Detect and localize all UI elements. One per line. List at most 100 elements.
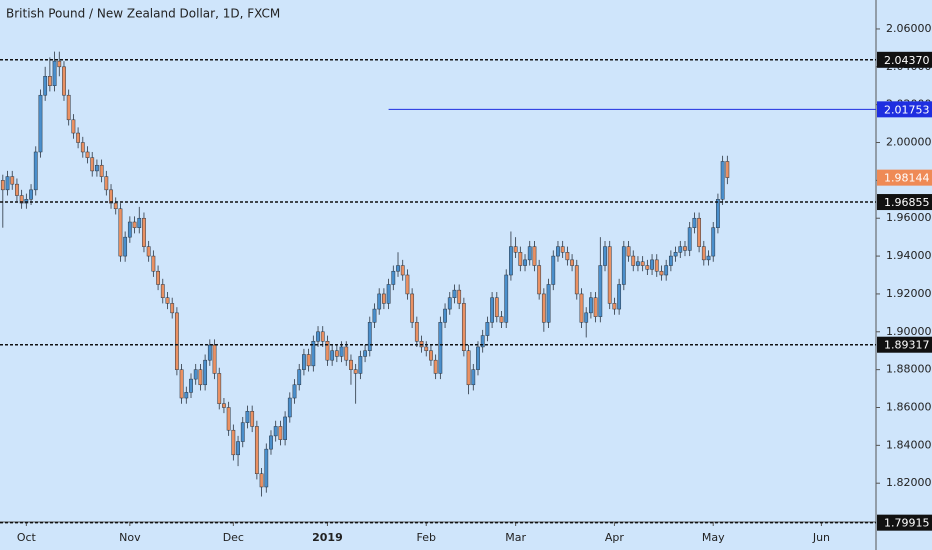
x-tick-label: 2019	[312, 531, 343, 544]
candle-body	[683, 246, 687, 251]
candle-body	[711, 227, 716, 257]
candle-body	[142, 217, 146, 247]
candle-body	[429, 350, 433, 361]
price-tag-label: 1.89317	[884, 339, 930, 352]
chart-title: British Pound / New Zealand Dollar, 1D, …	[6, 7, 280, 21]
candle-body	[678, 246, 683, 253]
candle-body	[706, 255, 711, 261]
candle-body	[367, 322, 372, 351]
candle-body	[151, 255, 156, 272]
candle-body	[174, 312, 179, 370]
candle-body	[424, 346, 429, 351]
candle-body	[466, 350, 471, 386]
candle-body	[537, 265, 542, 295]
candle-body	[19, 195, 24, 204]
candle-body	[179, 369, 184, 399]
candle-body	[612, 303, 617, 310]
candle-body	[509, 246, 513, 276]
candle-body	[320, 331, 325, 342]
y-tick-label: 1.86000	[886, 400, 932, 413]
candle-body	[410, 293, 415, 323]
x-tick-label: Feb	[416, 531, 435, 544]
candle-body	[344, 346, 349, 361]
y-tick-label: 2.06000	[886, 22, 932, 35]
candle-body	[697, 217, 702, 247]
price-tag-label: 1.96855	[884, 196, 930, 209]
candle-body	[499, 316, 504, 323]
candle-body	[349, 359, 353, 370]
candle-body	[716, 199, 720, 228]
candle-body	[353, 369, 358, 374]
candle-body	[490, 297, 494, 323]
candle-body	[254, 426, 259, 474]
x-tick-label: Mar	[505, 531, 526, 544]
candle-body	[485, 322, 490, 336]
candle-body	[109, 189, 113, 204]
candle-body	[5, 176, 10, 191]
candle-body	[57, 60, 62, 68]
price-tag-label: 2.01753	[884, 103, 930, 116]
candle-body	[363, 350, 367, 357]
candle-body	[85, 151, 90, 158]
candle-body	[636, 261, 640, 266]
candle-body	[160, 284, 165, 298]
candle-body	[330, 350, 335, 361]
candle-body	[372, 308, 377, 323]
candle-body	[556, 246, 560, 257]
x-tick-label: Jun	[812, 531, 830, 544]
candle-body	[123, 236, 128, 257]
candle-body	[720, 161, 725, 200]
candle-body	[617, 284, 622, 310]
x-tick-label: Apr	[605, 531, 625, 544]
x-tick-label: Dec	[223, 531, 244, 544]
price-tag	[877, 194, 932, 211]
candle-body	[47, 76, 52, 86]
candle-body	[302, 354, 306, 370]
candle-body	[631, 255, 636, 266]
last-price-label: 1.98144	[884, 172, 930, 185]
price-tag	[877, 336, 932, 353]
candle-body	[523, 259, 527, 266]
y-tick-label: 1.96000	[886, 211, 932, 224]
candle-body	[226, 407, 231, 431]
candle-body	[603, 246, 607, 266]
candle-body	[334, 350, 339, 357]
candle-body	[668, 255, 673, 266]
candle-body	[396, 265, 400, 272]
candle-body	[551, 255, 556, 285]
y-tick-label: 1.90000	[886, 325, 932, 338]
candle-body	[316, 331, 320, 342]
candle-body	[589, 297, 593, 314]
candle-body	[269, 435, 273, 450]
candle-body	[527, 246, 532, 261]
candle-body	[701, 246, 706, 261]
candle-body	[104, 176, 109, 191]
candle-body	[325, 340, 330, 361]
candle-body	[212, 344, 217, 374]
price-tag-label: 2.04370	[884, 54, 930, 67]
candle-body	[287, 397, 292, 418]
candle-body	[80, 142, 85, 153]
candle-body	[113, 202, 118, 210]
candle-body	[283, 416, 287, 440]
candle-body	[377, 293, 382, 310]
candle-body	[654, 259, 659, 272]
candle-body	[443, 308, 447, 323]
candle-body	[306, 354, 311, 367]
candle-body	[193, 369, 198, 380]
y-tick-label: 1.88000	[886, 363, 932, 376]
candle-body	[414, 322, 419, 342]
x-tick-label: Nov	[119, 531, 141, 544]
candle-body	[405, 274, 410, 295]
candle-body	[626, 246, 631, 257]
candle-body	[584, 312, 589, 323]
candle-body	[33, 151, 38, 191]
candle-body	[382, 293, 386, 304]
candle-body	[137, 217, 142, 228]
candle-body	[574, 265, 579, 295]
candle-body	[494, 297, 499, 317]
candle-body	[24, 199, 29, 204]
price-tag-label: 1.79915	[884, 517, 930, 530]
candle-body	[76, 132, 80, 143]
